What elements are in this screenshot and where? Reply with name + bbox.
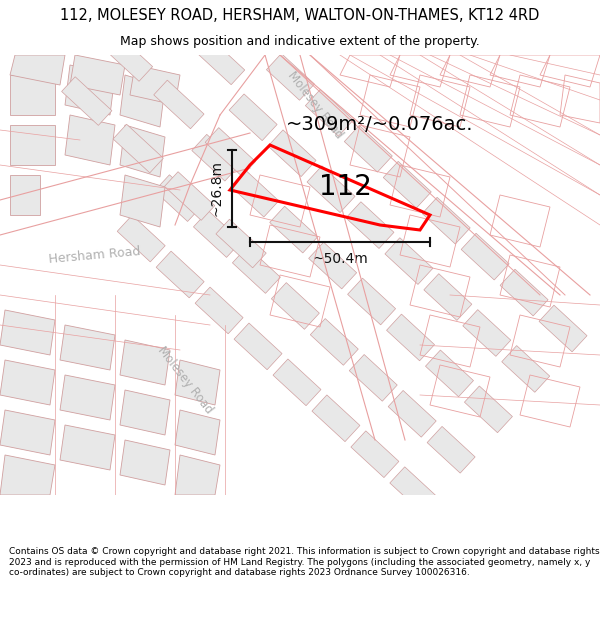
Polygon shape: [268, 130, 316, 177]
Polygon shape: [351, 431, 399, 478]
Polygon shape: [539, 305, 587, 352]
Polygon shape: [192, 134, 240, 181]
Polygon shape: [232, 247, 280, 293]
Polygon shape: [388, 391, 436, 437]
Polygon shape: [60, 375, 115, 420]
Polygon shape: [120, 75, 165, 127]
Polygon shape: [305, 89, 353, 136]
Polygon shape: [175, 455, 220, 495]
Polygon shape: [103, 32, 152, 81]
Polygon shape: [425, 350, 473, 397]
Polygon shape: [65, 65, 115, 115]
Polygon shape: [383, 161, 431, 208]
Polygon shape: [154, 80, 204, 129]
Text: Hersham Road: Hersham Road: [49, 244, 142, 266]
Polygon shape: [10, 75, 55, 115]
Polygon shape: [422, 198, 470, 244]
Polygon shape: [130, 65, 180, 105]
Polygon shape: [0, 310, 55, 355]
Polygon shape: [308, 242, 356, 289]
Text: Contains OS data © Crown copyright and database right 2021. This information is : Contains OS data © Crown copyright and d…: [9, 548, 599, 577]
Polygon shape: [310, 319, 358, 365]
Polygon shape: [500, 269, 548, 316]
Polygon shape: [156, 251, 204, 298]
Polygon shape: [120, 390, 170, 435]
Text: Molesey Road: Molesey Road: [155, 344, 215, 416]
Text: 112, MOLESEY ROAD, HERSHAM, WALTON-ON-THAMES, KT12 4RD: 112, MOLESEY ROAD, HERSHAM, WALTON-ON-TH…: [61, 8, 539, 23]
Polygon shape: [10, 55, 65, 85]
Polygon shape: [463, 309, 511, 356]
Polygon shape: [386, 314, 434, 361]
Polygon shape: [349, 354, 397, 401]
Polygon shape: [60, 325, 115, 370]
Polygon shape: [346, 202, 394, 249]
Polygon shape: [312, 395, 360, 442]
Polygon shape: [120, 175, 165, 227]
Polygon shape: [10, 175, 40, 215]
Text: Map shows position and indicative extent of the property.: Map shows position and indicative extent…: [120, 35, 480, 48]
Polygon shape: [60, 425, 115, 470]
Polygon shape: [229, 94, 277, 141]
Polygon shape: [120, 340, 170, 385]
Polygon shape: [231, 170, 279, 217]
Polygon shape: [113, 124, 163, 173]
Polygon shape: [234, 323, 282, 370]
Polygon shape: [273, 359, 321, 406]
Polygon shape: [194, 36, 245, 84]
Polygon shape: [120, 125, 165, 177]
Polygon shape: [10, 125, 55, 165]
Polygon shape: [195, 287, 243, 334]
Polygon shape: [0, 360, 55, 405]
Polygon shape: [307, 166, 355, 212]
Polygon shape: [266, 54, 314, 100]
Polygon shape: [193, 211, 241, 258]
Polygon shape: [62, 77, 112, 126]
Polygon shape: [175, 410, 220, 455]
Polygon shape: [424, 274, 472, 321]
Polygon shape: [464, 386, 512, 432]
Polygon shape: [347, 278, 395, 325]
Polygon shape: [175, 360, 220, 405]
Polygon shape: [0, 410, 55, 455]
Polygon shape: [216, 219, 266, 268]
Polygon shape: [271, 282, 319, 329]
Polygon shape: [205, 127, 256, 176]
Polygon shape: [344, 126, 392, 172]
Text: Molesey Road: Molesey Road: [285, 69, 345, 141]
Polygon shape: [70, 55, 125, 95]
Text: ~26.8m: ~26.8m: [210, 161, 224, 216]
Polygon shape: [390, 467, 438, 514]
Polygon shape: [164, 172, 215, 221]
Polygon shape: [120, 440, 170, 485]
Polygon shape: [427, 426, 475, 473]
Polygon shape: [155, 175, 203, 221]
Polygon shape: [385, 238, 433, 284]
Polygon shape: [0, 455, 55, 495]
Text: 112: 112: [319, 173, 371, 201]
Text: ~50.4m: ~50.4m: [312, 252, 368, 266]
Polygon shape: [117, 215, 165, 262]
Text: ~309m²/~0.076ac.: ~309m²/~0.076ac.: [286, 116, 474, 134]
Polygon shape: [270, 206, 318, 253]
Polygon shape: [502, 346, 550, 392]
Polygon shape: [65, 115, 115, 165]
Polygon shape: [461, 233, 509, 280]
